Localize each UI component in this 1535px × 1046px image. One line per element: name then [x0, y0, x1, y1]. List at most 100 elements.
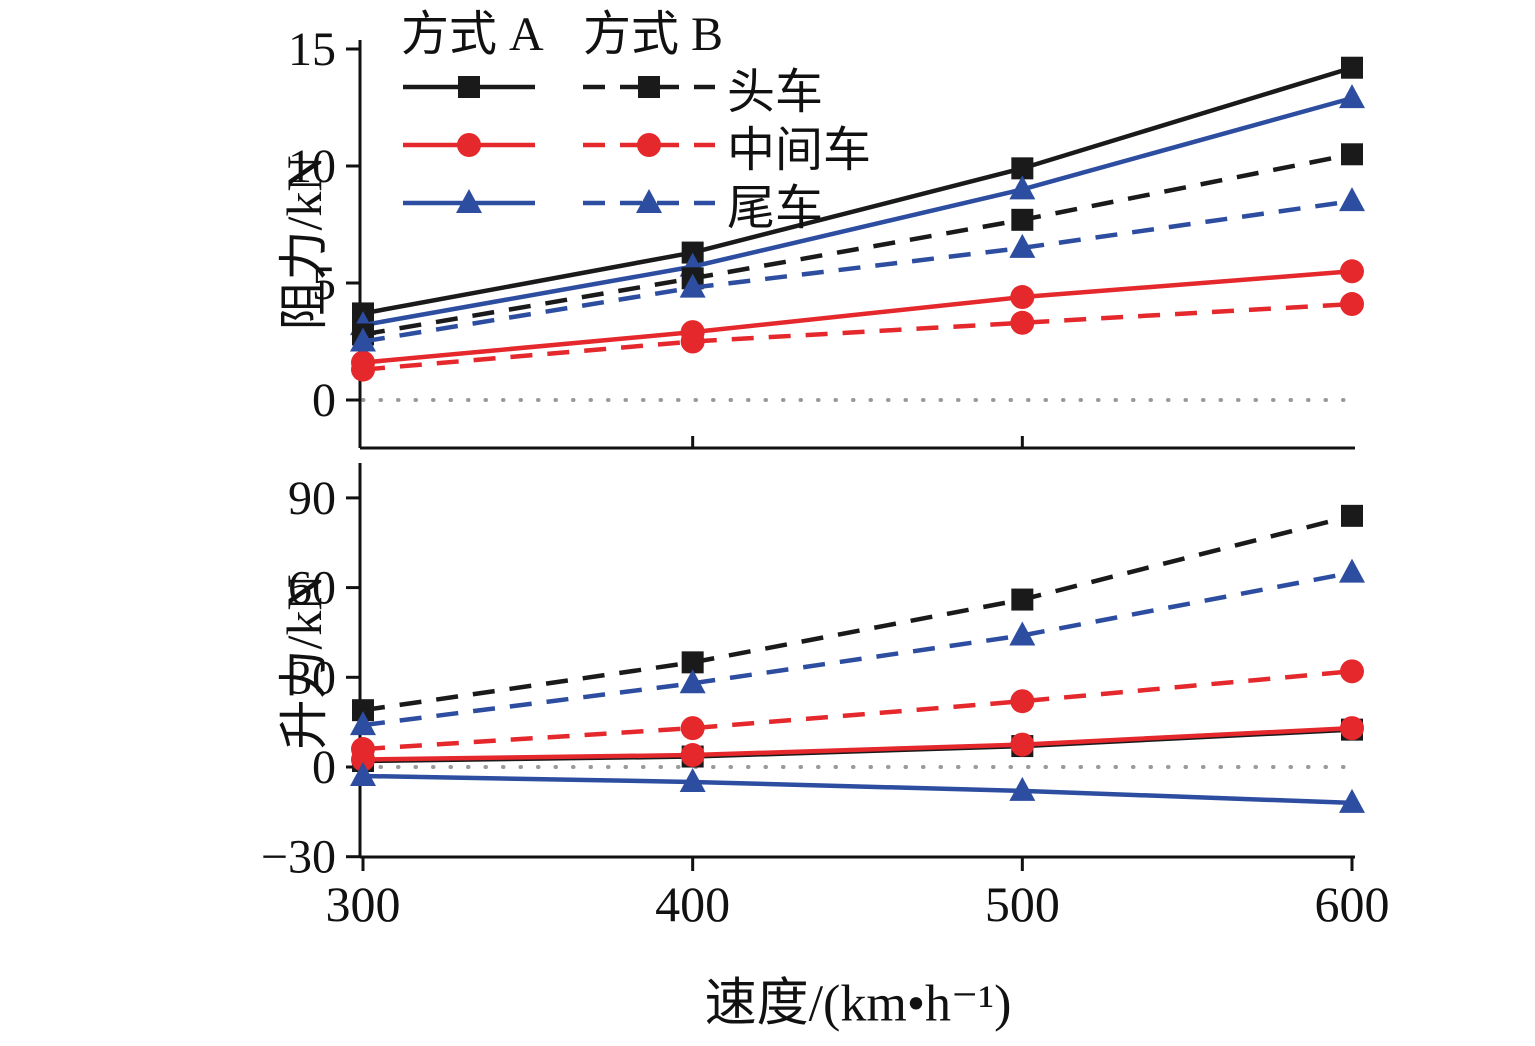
square-marker	[681, 651, 704, 674]
y-tick-label: 30	[288, 651, 336, 704]
legend-column-method-b: 方式 B	[583, 8, 724, 61]
solid-line-sample-icon	[403, 133, 535, 157]
series-line	[362, 95, 1353, 328]
series-5	[350, 558, 1365, 736]
legend-sample-solid-tail-car	[403, 183, 535, 223]
y-tick-label: −30	[261, 831, 336, 884]
triangle-marker	[1339, 84, 1365, 109]
legend-sample-dashed-head-car	[583, 67, 715, 107]
y-tick-label: 5	[312, 257, 336, 310]
series-line	[362, 513, 1353, 713]
series-line	[362, 570, 1353, 728]
dashed-line-sample-icon	[583, 189, 715, 213]
series-2	[350, 761, 1365, 813]
dashed-line-sample-icon	[583, 76, 715, 98]
x-tick-label: 400	[655, 876, 730, 932]
series-line	[362, 773, 1353, 806]
plot-1: 0 5 10 15	[288, 23, 1365, 450]
square-marker	[1341, 56, 1363, 79]
series-line	[362, 669, 1353, 752]
series-3	[352, 143, 1363, 346]
series-3	[352, 504, 1363, 722]
circle-marker	[1010, 689, 1035, 714]
series-0	[352, 718, 1363, 773]
series-1	[351, 716, 1364, 772]
bottom-plot-y-axis-label: 升力/kN	[276, 574, 332, 750]
triangle-marker	[1339, 788, 1365, 813]
square-marker	[352, 699, 374, 722]
dashed-line-sample-icon	[583, 133, 715, 157]
series-4	[351, 292, 1364, 382]
square-marker	[1011, 157, 1034, 180]
x-axis-label: 速度/(km•h⁻¹)	[704, 975, 1012, 1033]
legend-column-method-a: 方式 A	[401, 8, 544, 61]
series-4	[351, 659, 1364, 762]
legend-row-head-car: 头车	[383, 58, 871, 119]
circle-marker	[1340, 292, 1364, 317]
circle-marker	[1340, 659, 1364, 684]
series-5	[350, 187, 1365, 352]
x-tick-label: 600	[1315, 876, 1390, 932]
solid-line-sample-icon	[403, 76, 535, 98]
triangle-marker	[1009, 621, 1036, 646]
circle-marker	[1010, 285, 1035, 310]
triangle-marker	[1009, 776, 1036, 801]
x-tick-label: 300	[326, 876, 401, 932]
y-tick-label: 90	[288, 472, 336, 525]
square-marker	[681, 241, 704, 264]
legend-header: 方式 A 方式 B	[383, 0, 871, 61]
series-line	[362, 65, 1353, 316]
square-marker	[1011, 208, 1034, 231]
legend-sample-solid-head-car	[403, 67, 535, 107]
triangle-marker	[636, 189, 662, 213]
x-tick-label: 500	[985, 876, 1060, 932]
circle-marker	[637, 133, 661, 157]
triangle-marker	[1009, 175, 1036, 200]
series-line	[362, 725, 1353, 762]
legend-row-tail-car: 尾车	[383, 174, 871, 235]
y-tick-label: 0	[312, 374, 336, 427]
series-1	[351, 259, 1364, 375]
square-marker	[1341, 143, 1363, 166]
plot-2: −30 0 30 60 90 300 400 500 600	[261, 463, 1390, 932]
circle-marker	[457, 133, 481, 157]
circle-marker	[680, 716, 705, 741]
y-tick-label: 15	[288, 23, 336, 76]
legend-sample-dashed-tail-car	[583, 183, 715, 223]
circle-marker	[680, 329, 705, 354]
square-marker	[458, 76, 480, 98]
circle-marker	[1010, 732, 1035, 757]
legend-row-middle-car: 中间车	[383, 116, 871, 177]
triangle-marker	[456, 189, 482, 213]
circle-marker	[680, 743, 705, 768]
triangle-marker	[350, 761, 376, 786]
series-line	[362, 198, 1353, 344]
chart-legend: 方式 A 方式 B 头车 中间车 尾车	[383, 0, 871, 235]
triangle-marker	[1009, 233, 1036, 258]
legend-sample-dashed-middle-car	[583, 125, 715, 165]
y-tick-label: 0	[312, 741, 336, 794]
circle-marker	[1340, 716, 1364, 741]
y-tick-label: 10	[288, 140, 336, 193]
y-tick-label: 60	[288, 562, 336, 615]
circle-marker	[1010, 310, 1035, 335]
series-line	[362, 269, 1353, 365]
square-marker	[638, 76, 660, 98]
triangle-marker	[1339, 558, 1365, 583]
solid-line-sample-icon	[403, 189, 535, 213]
triangle-marker	[679, 273, 706, 298]
circle-marker	[351, 357, 375, 382]
triangle-marker	[679, 669, 706, 694]
circle-marker	[351, 737, 375, 762]
legend-label-middle-car: 中间车	[727, 124, 872, 177]
legend-label-tail-car: 尾车	[727, 182, 824, 235]
triangle-marker	[350, 711, 376, 736]
triangle-marker	[679, 767, 706, 792]
legend-sample-solid-middle-car	[403, 125, 535, 165]
square-marker	[1341, 504, 1363, 527]
series-line	[362, 152, 1353, 337]
top-plot-y-axis-label: 阻力/kN	[276, 155, 332, 331]
circle-marker	[1340, 259, 1364, 284]
